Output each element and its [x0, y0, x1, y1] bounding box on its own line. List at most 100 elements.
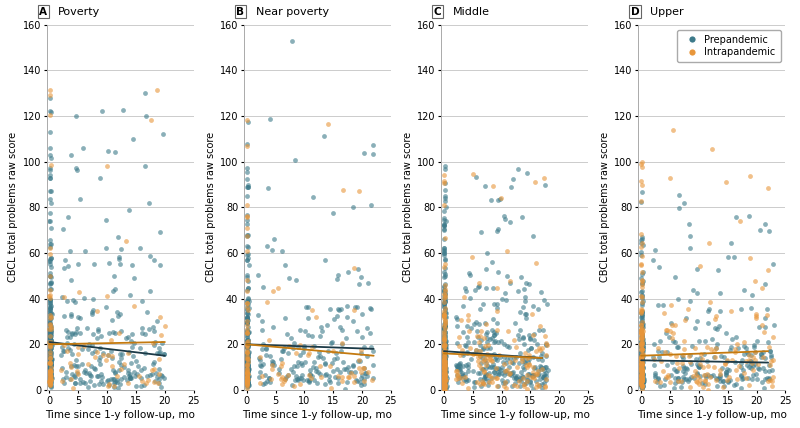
Point — [634, 342, 647, 349]
Text: D: D — [631, 6, 639, 17]
Point — [438, 380, 451, 386]
Point — [286, 38, 298, 45]
Point — [635, 369, 648, 376]
Point — [483, 363, 496, 370]
Point — [43, 293, 56, 300]
Point — [438, 375, 450, 382]
Point — [438, 306, 451, 313]
Point — [527, 369, 540, 376]
Point — [336, 186, 349, 193]
Point — [242, 361, 254, 368]
Point — [525, 374, 538, 380]
Point — [45, 325, 58, 332]
Point — [64, 247, 77, 254]
Point — [354, 375, 367, 382]
Point — [478, 343, 491, 350]
Point — [43, 258, 56, 265]
Point — [438, 381, 451, 388]
Point — [676, 379, 689, 386]
Point — [438, 366, 451, 372]
Point — [241, 329, 254, 336]
Point — [114, 380, 126, 387]
Point — [461, 333, 474, 340]
Point — [537, 374, 550, 380]
Point — [266, 324, 279, 330]
Point — [240, 247, 253, 254]
Point — [240, 297, 253, 304]
Point — [438, 299, 450, 306]
Point — [636, 351, 649, 358]
Point — [93, 380, 106, 387]
Point — [78, 247, 91, 254]
Point — [155, 372, 168, 379]
Point — [44, 305, 57, 312]
Point — [484, 335, 497, 342]
Point — [438, 354, 450, 361]
Point — [635, 345, 648, 352]
Point — [634, 352, 647, 359]
Point — [509, 372, 522, 379]
Point — [67, 341, 80, 348]
Point — [438, 295, 451, 302]
Point — [438, 357, 450, 364]
Point — [635, 318, 648, 325]
Point — [527, 337, 540, 344]
Point — [498, 368, 511, 374]
Point — [242, 354, 254, 361]
Point — [43, 380, 56, 386]
Point — [483, 356, 496, 363]
Point — [240, 369, 253, 375]
Point — [315, 328, 328, 335]
Point — [106, 375, 119, 382]
Point — [635, 372, 648, 379]
Point — [241, 372, 254, 379]
Point — [44, 374, 57, 381]
Point — [86, 296, 99, 303]
Point — [743, 255, 756, 262]
Point — [520, 310, 533, 317]
Point — [647, 353, 660, 360]
Point — [298, 342, 310, 349]
Point — [438, 377, 450, 383]
Point — [438, 361, 451, 368]
Point — [529, 377, 542, 384]
Point — [635, 249, 648, 256]
Point — [635, 365, 648, 372]
Point — [512, 332, 525, 339]
Point — [635, 309, 648, 316]
Point — [334, 306, 347, 313]
Point — [43, 112, 56, 119]
Point — [438, 371, 450, 377]
Point — [492, 364, 505, 371]
Point — [637, 323, 650, 330]
Point — [438, 336, 451, 343]
Point — [486, 182, 499, 189]
Point — [438, 367, 450, 374]
Point — [356, 371, 369, 378]
Point — [438, 360, 450, 366]
Point — [44, 358, 57, 365]
Point — [475, 366, 488, 372]
Point — [438, 333, 450, 340]
Point — [241, 376, 254, 383]
Point — [481, 250, 494, 257]
Point — [517, 374, 530, 380]
Point — [439, 374, 452, 380]
Point — [486, 335, 498, 342]
Point — [728, 254, 741, 261]
Point — [302, 331, 314, 338]
Point — [438, 352, 450, 359]
Point — [519, 297, 532, 304]
Point — [766, 367, 778, 374]
Point — [523, 336, 536, 342]
Point — [341, 374, 354, 380]
Point — [438, 363, 450, 370]
Point — [438, 370, 450, 377]
Point — [714, 373, 726, 380]
Point — [727, 381, 740, 388]
Point — [44, 270, 57, 276]
Point — [438, 378, 450, 385]
Point — [507, 175, 520, 182]
Point — [491, 356, 504, 363]
Point — [525, 310, 538, 317]
